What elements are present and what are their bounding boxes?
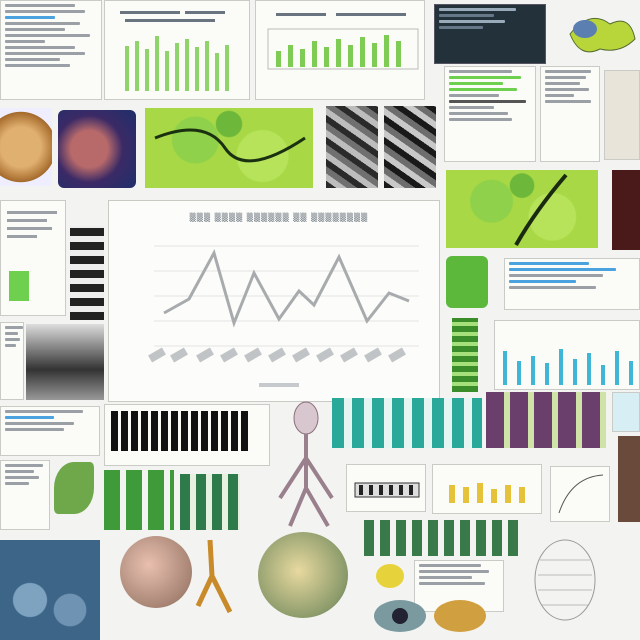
bar-chart-blue-right	[494, 320, 640, 390]
x-tick-labels	[148, 347, 406, 363]
green-blocks-panel	[104, 470, 174, 530]
grayscale-texture-c	[70, 226, 104, 320]
eye-illustration	[370, 594, 490, 640]
doc-panel-lower-left-2	[0, 460, 50, 530]
curve-chart-panel	[550, 466, 610, 522]
leaf-illustration	[560, 4, 640, 64]
yellow-blob	[376, 564, 404, 588]
green-slides-panel	[180, 474, 240, 530]
bar-chart-panel-top	[104, 0, 250, 100]
grayscale-photo-left	[26, 324, 104, 400]
line-chart-graphic	[148, 245, 419, 387]
document-panel-top-left	[0, 0, 102, 100]
grayscale-texture-a	[326, 106, 378, 188]
specimen-grid-panel	[486, 392, 606, 448]
green-illustration-b	[452, 318, 478, 392]
barcode-panel	[104, 404, 270, 466]
micrograph-green-wide	[145, 108, 313, 188]
green-bars-lower	[364, 520, 520, 556]
text-panel-right	[504, 258, 640, 310]
line-series	[163, 249, 410, 328]
specimen-photo-purple	[58, 110, 136, 188]
specimen-photo-left	[0, 108, 52, 186]
sphere-specimen	[120, 536, 192, 608]
small-blue-panel	[612, 392, 640, 432]
bar-chart-panel-top-right	[255, 0, 425, 100]
micrograph-green-right	[446, 170, 598, 248]
dark-screen-panel	[434, 4, 546, 64]
document-panel-right	[444, 66, 536, 162]
barcode-graphic	[105, 405, 269, 461]
grayscale-texture-b	[384, 106, 436, 188]
doc-panel-left-mid	[0, 200, 66, 316]
specimen-sphere-large	[258, 532, 348, 618]
doc-panel-left-lower	[0, 322, 24, 400]
bar-chart-top-graphic	[120, 11, 229, 91]
anatomy-icon	[278, 401, 334, 528]
green-illustration-a	[446, 256, 488, 308]
root-illustration	[190, 536, 240, 620]
red-screen-panel	[612, 170, 640, 250]
yellow-chart-panel	[432, 464, 542, 514]
bar-chart-top-right-graphic	[267, 13, 419, 70]
skeleton-illustration	[520, 530, 610, 630]
small-panel-far-right	[604, 70, 640, 160]
line-chart-panel: ▒▒▒ ▒▒▒▒ ▒▒▒▒▒▒ ▒▒ ▒▒▒▒▒▒▒▒	[108, 200, 440, 402]
anatomy-illustration	[270, 398, 350, 528]
chart-title-blurred: ▒▒▒ ▒▒▒▒ ▒▒▒▒▒▒ ▒▒ ▒▒▒▒▒▒▒▒	[189, 213, 369, 222]
doc-panel-lower-left	[0, 406, 100, 456]
jaw-illustration-panel	[346, 464, 426, 512]
dark-screen-text	[435, 8, 545, 29]
teal-slides-panel	[332, 398, 482, 448]
green-leaf-small	[54, 462, 94, 514]
document-panel-far-right	[540, 66, 600, 162]
blue-texture-panel	[0, 540, 100, 640]
leaf-icon	[569, 17, 636, 53]
person-photo-panel	[618, 436, 640, 522]
